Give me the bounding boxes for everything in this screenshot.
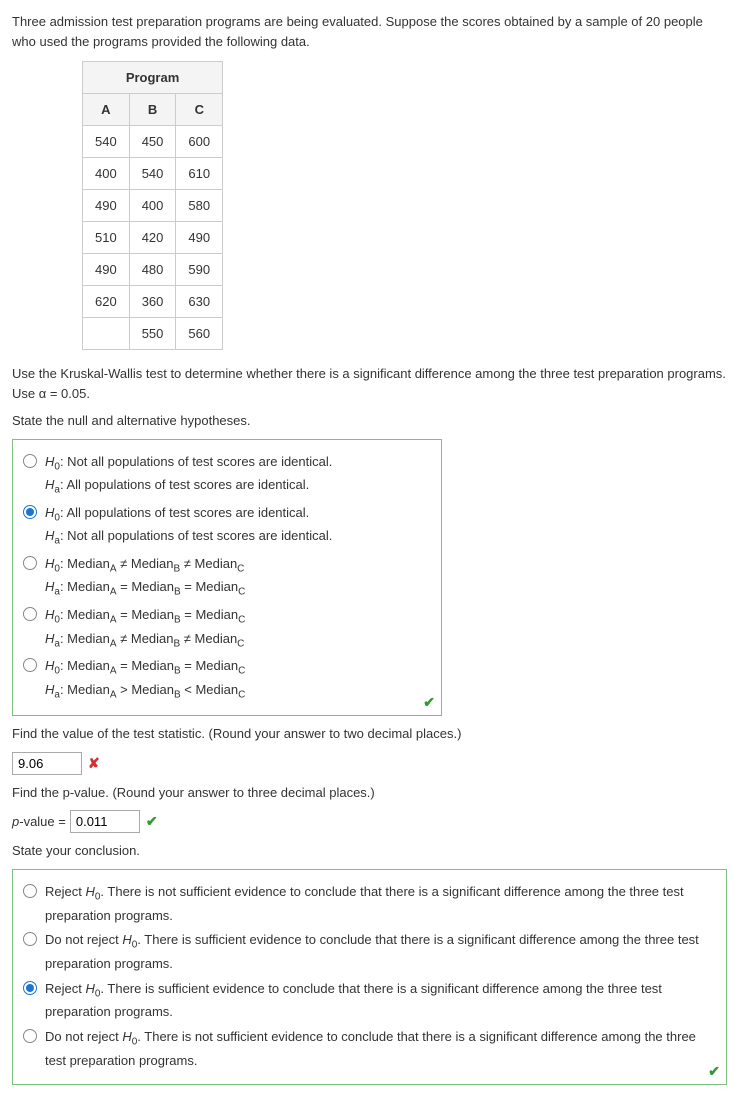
group-header: Program xyxy=(83,62,223,94)
option-text: Reject H0. There is not sufficient evide… xyxy=(45,882,716,926)
option-text: H0: Not all populations of test scores a… xyxy=(45,452,332,499)
conclusion-option[interactable]: Reject H0. There is sufficient evidence … xyxy=(23,979,716,1023)
wrong-icon: ✘ xyxy=(88,755,100,772)
check-icon: ✔ xyxy=(423,694,435,711)
cell: 490 xyxy=(83,190,130,222)
cell: 600 xyxy=(176,126,223,158)
cell: 490 xyxy=(83,254,130,286)
hypothesis-option[interactable]: H0: MedianA ≠ MedianB ≠ MedianCHa: Media… xyxy=(23,554,431,601)
check-icon: ✔ xyxy=(146,813,158,830)
option-text: H0: MedianA = MedianB = MedianCHa: Media… xyxy=(45,656,245,703)
col-C: C xyxy=(176,94,223,126)
radio-icon xyxy=(23,981,37,995)
cell: 510 xyxy=(83,222,130,254)
cell: 560 xyxy=(176,318,223,350)
cell: 480 xyxy=(129,254,176,286)
cell: 550 xyxy=(129,318,176,350)
cell: 400 xyxy=(83,158,130,190)
cell: 490 xyxy=(176,222,223,254)
program-table: Program A B C 540450600 400540610 490400… xyxy=(82,61,223,350)
cell: 420 xyxy=(129,222,176,254)
hypothesis-option[interactable]: H0: MedianA = MedianB = MedianCHa: Media… xyxy=(23,656,431,703)
radio-icon xyxy=(23,658,37,672)
conclusion-option[interactable]: Reject H0. There is not sufficient evide… xyxy=(23,882,716,926)
radio-icon xyxy=(23,1029,37,1043)
radio-icon xyxy=(23,505,37,519)
hypothesis-option[interactable]: H0: Not all populations of test scores a… xyxy=(23,452,431,499)
option-text: H0: MedianA ≠ MedianB ≠ MedianCHa: Media… xyxy=(45,554,245,601)
intro-text: Three admission test preparation program… xyxy=(12,12,727,51)
hypotheses-prompt: State the null and alternative hypothese… xyxy=(12,411,727,431)
pvalue-prompt: Find the p-value. (Round your answer to … xyxy=(12,783,727,803)
cell: 540 xyxy=(83,126,130,158)
conclusion-option[interactable]: Do not reject H0. There is sufficient ev… xyxy=(23,930,716,974)
radio-icon xyxy=(23,932,37,946)
option-text: Do not reject H0. There is sufficient ev… xyxy=(45,930,716,974)
option-text: H0: All populations of test scores are i… xyxy=(45,503,332,550)
pvalue-input[interactable] xyxy=(70,810,140,833)
radio-icon xyxy=(23,454,37,468)
hypothesis-option[interactable]: H0: All populations of test scores are i… xyxy=(23,503,431,550)
cell: 610 xyxy=(176,158,223,190)
kw-instruction: Use the Kruskal-Wallis test to determine… xyxy=(12,364,727,403)
hypothesis-option[interactable]: H0: MedianA = MedianB = MedianCHa: Media… xyxy=(23,605,431,652)
cell xyxy=(83,318,130,350)
col-B: B xyxy=(129,94,176,126)
cell: 360 xyxy=(129,286,176,318)
conclusion-option[interactable]: Do not reject H0. There is not sufficien… xyxy=(23,1027,716,1071)
cell: 540 xyxy=(129,158,176,190)
option-text: Do not reject H0. There is not sufficien… xyxy=(45,1027,716,1071)
check-icon: ✔ xyxy=(708,1063,720,1080)
teststat-input[interactable] xyxy=(12,752,82,775)
radio-icon xyxy=(23,884,37,898)
conclusion-block: Reject H0. There is not sufficient evide… xyxy=(12,869,727,1085)
cell: 580 xyxy=(176,190,223,222)
cell: 630 xyxy=(176,286,223,318)
cell: 620 xyxy=(83,286,130,318)
col-A: A xyxy=(83,94,130,126)
cell: 400 xyxy=(129,190,176,222)
teststat-prompt: Find the value of the test statistic. (R… xyxy=(12,724,727,744)
hypotheses-block: H0: Not all populations of test scores a… xyxy=(12,439,442,717)
conclusion-prompt: State your conclusion. xyxy=(12,841,727,861)
cell: 590 xyxy=(176,254,223,286)
cell: 450 xyxy=(129,126,176,158)
option-text: Reject H0. There is sufficient evidence … xyxy=(45,979,716,1023)
pvalue-label: p-value = xyxy=(12,814,66,829)
radio-icon xyxy=(23,607,37,621)
radio-icon xyxy=(23,556,37,570)
option-text: H0: MedianA = MedianB = MedianCHa: Media… xyxy=(45,605,245,652)
